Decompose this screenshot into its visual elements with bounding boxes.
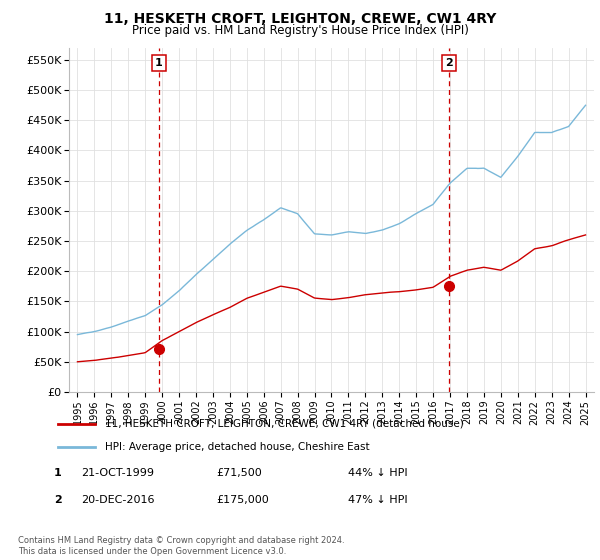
Text: £175,000: £175,000 [216, 495, 269, 505]
Text: 2: 2 [445, 58, 453, 68]
Text: 47% ↓ HPI: 47% ↓ HPI [348, 495, 407, 505]
Text: 1: 1 [54, 468, 61, 478]
Text: Contains HM Land Registry data © Crown copyright and database right 2024.
This d: Contains HM Land Registry data © Crown c… [18, 536, 344, 556]
Text: 11, HESKETH CROFT, LEIGHTON, CREWE, CW1 4RY (detached house): 11, HESKETH CROFT, LEIGHTON, CREWE, CW1 … [106, 419, 464, 429]
Text: 44% ↓ HPI: 44% ↓ HPI [348, 468, 407, 478]
Text: 21-OCT-1999: 21-OCT-1999 [81, 468, 154, 478]
Text: 2: 2 [54, 495, 61, 505]
Text: £71,500: £71,500 [216, 468, 262, 478]
Text: 20-DEC-2016: 20-DEC-2016 [81, 495, 155, 505]
Text: 1: 1 [155, 58, 163, 68]
Text: HPI: Average price, detached house, Cheshire East: HPI: Average price, detached house, Ches… [106, 442, 370, 452]
Text: 11, HESKETH CROFT, LEIGHTON, CREWE, CW1 4RY: 11, HESKETH CROFT, LEIGHTON, CREWE, CW1 … [104, 12, 496, 26]
Text: Price paid vs. HM Land Registry's House Price Index (HPI): Price paid vs. HM Land Registry's House … [131, 24, 469, 36]
